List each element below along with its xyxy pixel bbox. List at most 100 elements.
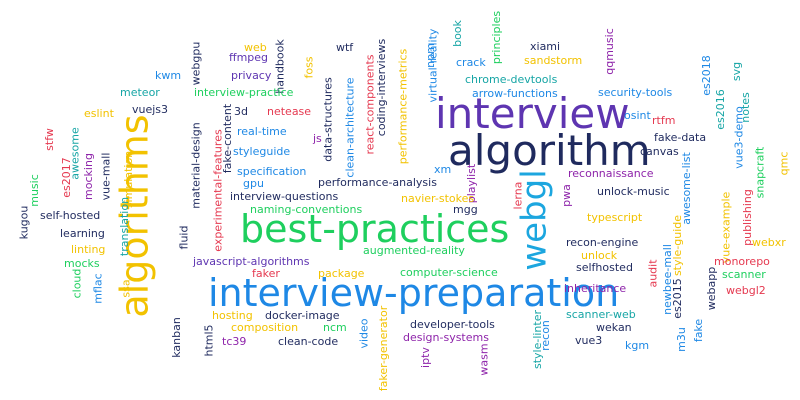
word-package: package: [318, 267, 365, 280]
word-wasm: wasm: [477, 343, 491, 376]
word-rtfm: rtfm: [652, 114, 676, 127]
word-netease: netease: [267, 105, 312, 118]
word-javascript-algorithms: javascript-algorithms: [193, 255, 310, 268]
word-clean-code: clean-code: [278, 335, 339, 348]
word-3d: 3d: [234, 105, 248, 118]
word-web: web: [244, 41, 267, 54]
word-webxr: webxr: [752, 236, 786, 249]
word-xiami: xiami: [530, 40, 561, 53]
word-ffmpeg: ffmpeg: [229, 51, 269, 64]
word-wekan: wekan: [596, 321, 632, 334]
word-webapp: webapp: [705, 266, 719, 311]
word-webgpu: webgpu: [189, 41, 203, 86]
word-computer-science: computer-science: [400, 266, 498, 279]
word-composition: composition: [231, 321, 299, 334]
word-video: video: [357, 318, 371, 349]
word-cloud: cloud: [70, 268, 84, 299]
word-interview-questions: interview-questions: [230, 190, 339, 203]
word-vue3-demo: vue3-demo: [732, 106, 746, 169]
word-selfhosted: selfhosted: [576, 261, 633, 274]
word-specification: specification: [237, 165, 307, 178]
word-material-design: material-design: [189, 122, 203, 209]
word-scanner: scanner: [722, 268, 766, 281]
word-faker: faker: [252, 267, 280, 280]
word-mocking: mocking: [81, 153, 95, 200]
word-docker-image: docker-image: [265, 309, 340, 322]
word-hosting: hosting: [212, 309, 253, 322]
word-crack: crack: [456, 56, 486, 69]
word-es2017: es2017: [59, 157, 73, 198]
word-vue-example: vue-example: [719, 191, 733, 264]
word-unlock-music: unlock-music: [597, 185, 670, 198]
word-faker-generator: faker-generator: [377, 305, 391, 392]
word-react-components: react-components: [363, 54, 377, 155]
word-ncm: ncm: [323, 321, 347, 334]
word-translation: translation: [118, 196, 132, 257]
word-lerna: lerna: [511, 181, 525, 210]
word-design-systems: design-systems: [403, 331, 489, 344]
word-best-practices: best-practices: [240, 207, 510, 251]
word-es2015: es2015: [670, 278, 684, 319]
word-privacy: privacy: [231, 69, 272, 82]
word-performance-analysis: performance-analysis: [318, 176, 437, 189]
word-awesome-list: awesome-list: [679, 152, 693, 225]
word-coding-interviews: coding-interviews: [375, 38, 389, 137]
word-canvas: canvas: [640, 145, 679, 158]
word-es2016: es2016: [713, 89, 727, 130]
word-mocks: mocks: [64, 257, 100, 270]
word-arrow-functions: arrow-functions: [472, 87, 558, 100]
word-m3u: m3u: [674, 327, 688, 352]
word-xm: xm: [434, 163, 452, 176]
word-gpu: gpu: [243, 177, 264, 190]
word-foss: foss: [302, 56, 316, 79]
word-html5: html5: [202, 324, 216, 357]
word-algorithm: algorithm: [448, 126, 651, 175]
word-book: book: [450, 20, 464, 47]
word-typescript: typescript: [587, 211, 643, 224]
word-interview: interview: [435, 89, 630, 138]
word-monorepo: monorepo: [714, 255, 770, 268]
word-js: js: [313, 132, 322, 145]
word-es2018: es2018: [699, 55, 713, 96]
word-kgm: kgm: [625, 339, 650, 352]
word-recon: recon: [538, 320, 552, 351]
word-principles: principles: [490, 10, 504, 65]
word-wtf: wtf: [336, 41, 354, 54]
word-clean-architecture: clean-architecture: [343, 77, 357, 178]
word-webgl2: webgl2: [726, 284, 766, 297]
word-self-hosted: self-hosted: [40, 209, 101, 222]
word-pwa: pwa: [559, 184, 573, 207]
word-interview-practice: interview-practice: [194, 86, 294, 99]
word-unlock: unlock: [581, 249, 618, 262]
word-experimental-features: experimental-features: [211, 129, 225, 252]
word-stfw: stfw: [42, 128, 56, 151]
word-security-tools: security-tools: [598, 86, 673, 99]
word-recon-engine: recon-engine: [566, 236, 639, 249]
word-fake: fake: [692, 318, 706, 343]
word-tc39: tc39: [222, 335, 247, 348]
word-fluid: fluid: [177, 225, 191, 250]
word-inheritance: inheritance: [564, 282, 627, 295]
word-kwm: kwm: [155, 69, 182, 82]
word-mflac: mflac: [91, 273, 105, 304]
word-meteor: meteor: [120, 86, 160, 99]
word-mgg: mgg: [453, 203, 478, 216]
word-navier-stokes: navier-stokes: [401, 192, 475, 205]
word-real-time: real-time: [237, 125, 287, 138]
word-ssa: ssa: [119, 279, 133, 298]
word-developer-tools: developer-tools: [410, 318, 495, 331]
word-osint: osint: [624, 109, 651, 122]
word-augmented-reality: augmented-reality: [363, 244, 465, 257]
word-naming-conventions: naming-conventions: [250, 203, 363, 216]
word-interview-preparation: interview-preparation: [208, 271, 620, 315]
word-data-structures: data-structures: [321, 77, 335, 162]
word-vue3: vue3: [575, 334, 603, 347]
word-vuejs3: vuejs3: [132, 103, 169, 116]
word-sandstorm: sandstorm: [524, 54, 583, 67]
word-kugou: kugou: [17, 205, 31, 240]
word-qqmusic: qqmusic: [602, 28, 616, 75]
word-styleguide: styleguide: [233, 145, 291, 158]
word-snapcraft: snapcraft: [753, 146, 767, 199]
word-kanban: kanban: [169, 317, 183, 358]
